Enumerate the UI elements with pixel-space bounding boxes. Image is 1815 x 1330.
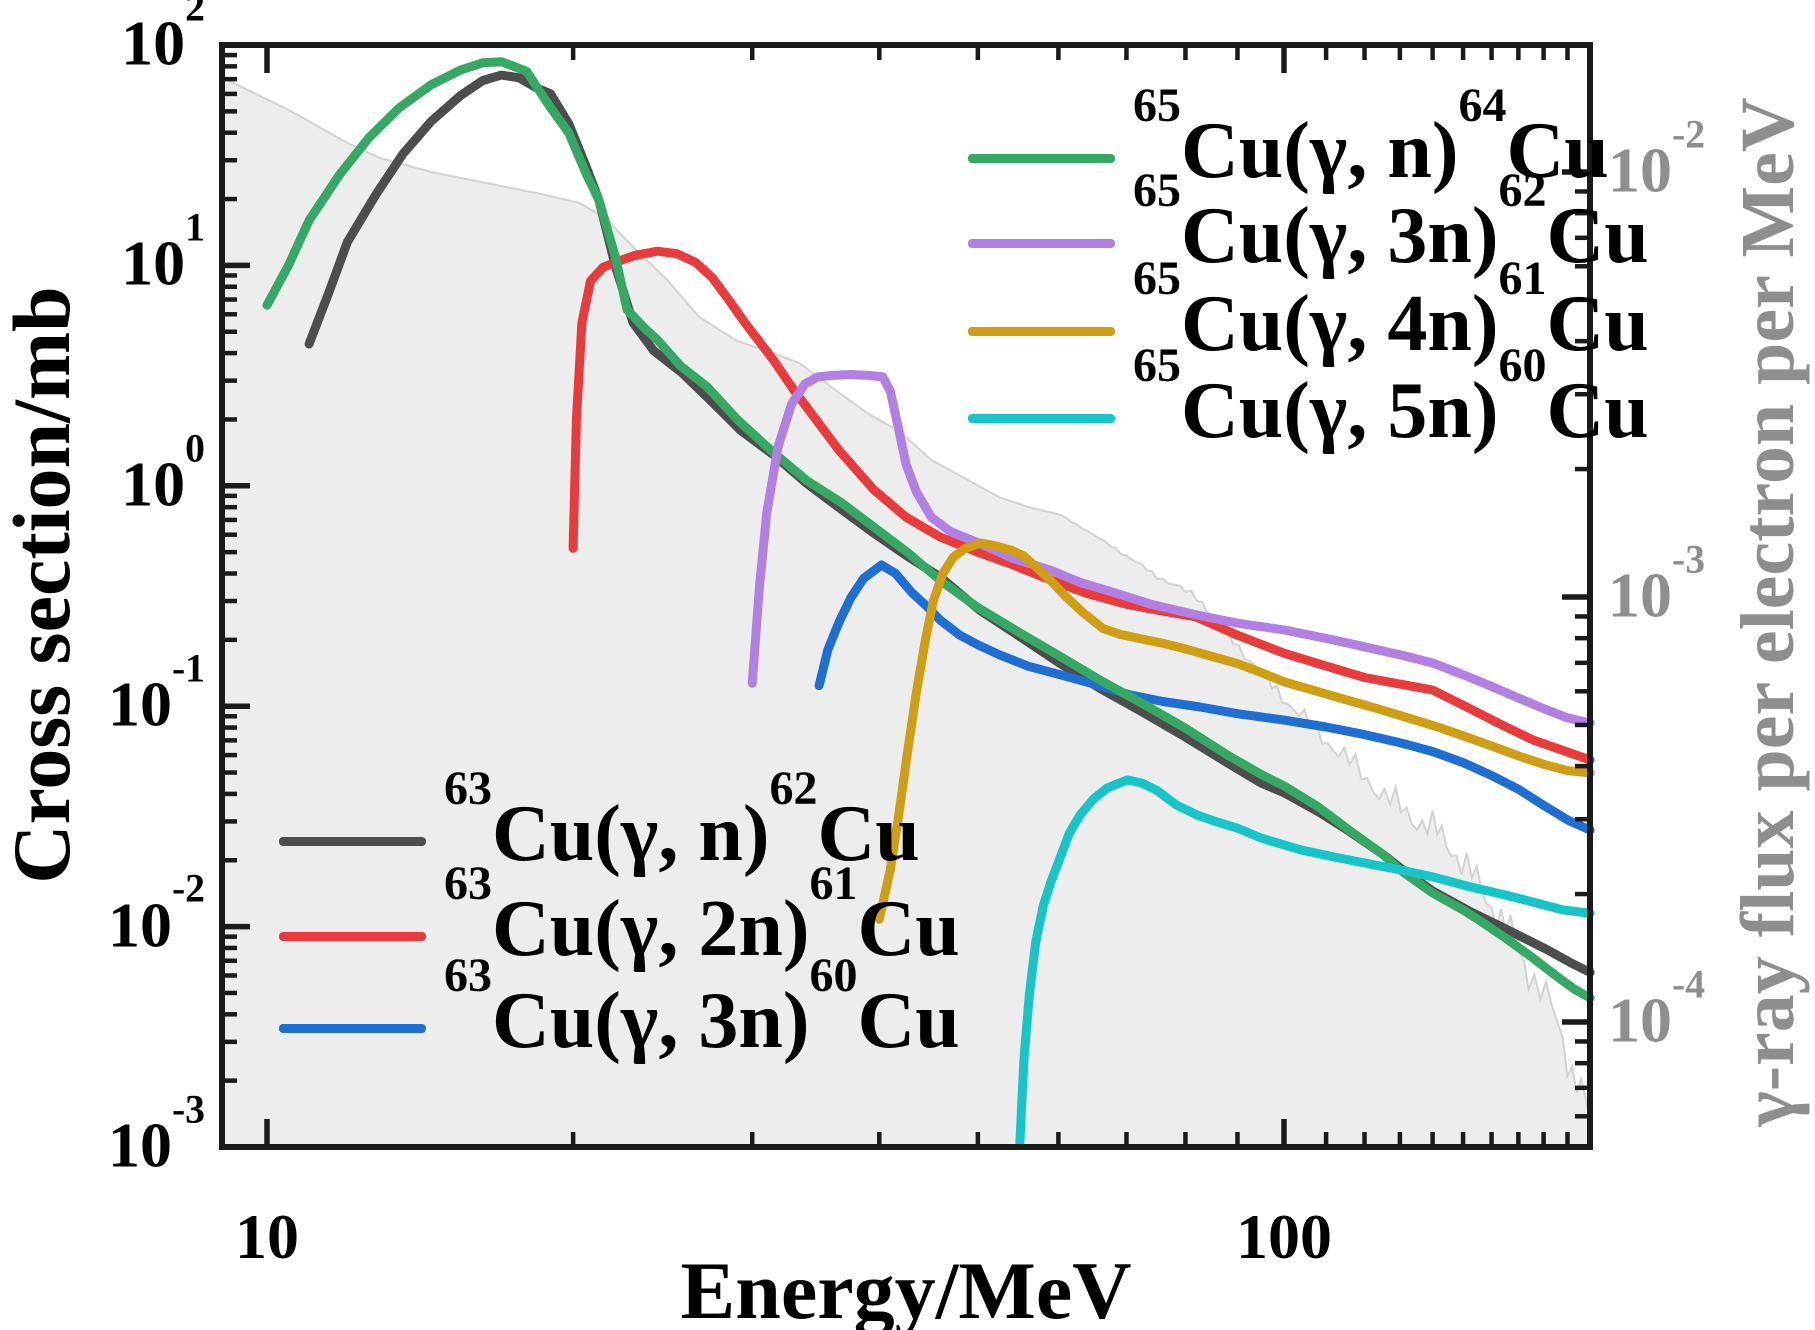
legend-label-cu65_g_3n: 65Cu(γ, 3n)62Cu	[1133, 163, 1649, 280]
legend-line-cu65_g_4n	[968, 327, 1115, 336]
curve-cu65_g_5n	[1015, 775, 1595, 1147]
y-left-tick-label-1e1: 101	[121, 205, 205, 300]
legend-item-cu65_g_3n: 65Cu(γ, 3n)62Cu	[968, 166, 1649, 276]
y-right-tick-label-1e-4: 10-4	[1608, 962, 1706, 1056]
flux-area-edge	[221, 76, 1592, 1121]
y-left-tick-label-1e-2: 10-2	[107, 867, 205, 961]
legend-line-cu65_g_5n	[968, 414, 1115, 423]
y-right-tick-label-1e-3: 10-3	[1608, 537, 1706, 631]
y-left-tick-label-1e0: 100	[121, 426, 205, 520]
legend-line-cu65_g_n	[968, 154, 1115, 163]
legend-item-cu65_g_5n: 65Cu(γ, 5n)60Cu	[968, 341, 1649, 451]
y-axis-title-left: Cross section/mb	[0, 286, 87, 884]
y-right-tick-label-1e-2: 10-2	[1608, 112, 1706, 206]
legend-label-cu63_g_3n: 63Cu(γ, 3n)60Cu	[444, 948, 960, 1065]
curve-cu65_g_4n	[874, 538, 1595, 924]
legend-line-cu63_g_3n	[279, 1024, 426, 1033]
legend-item-cu65_g_n: 65Cu(γ, n)64Cu	[968, 81, 1609, 191]
legend-line-cu63_g_2n	[279, 932, 426, 941]
curve-cu63_g_3n	[814, 560, 1595, 835]
y-axis-title-right: γ-ray flux per electron per MeV	[1726, 97, 1810, 1127]
y-left-tick-label-1e-1: 10-1	[107, 646, 205, 740]
flux-area	[221, 77, 1591, 1147]
legend-label-cu65_g_4n: 65Cu(γ, 4n)61Cu	[1133, 251, 1649, 368]
legend-label-cu65_g_5n: 65Cu(γ, 5n)60Cu	[1133, 338, 1649, 455]
y-left-tick-label-1e-3: 10-3	[107, 1087, 205, 1181]
legend-label-cu65_g_n: 65Cu(γ, n)64Cu	[1133, 78, 1609, 195]
x-axis-title: Energy/MeV	[680, 1245, 1132, 1330]
curve-cu65_g_3n	[747, 370, 1595, 728]
x-tick-label-10: 10	[235, 1201, 299, 1272]
legend-line-cu65_g_3n	[968, 239, 1115, 248]
legend-item-cu63_g_2n: 63Cu(γ, 2n)61Cu	[279, 859, 960, 969]
x-tick-label-100: 100	[1236, 1201, 1332, 1272]
legend-item-cu65_g_4n: 65Cu(γ, 4n)61Cu	[968, 254, 1649, 364]
legend-label-cu63_g_n: 63Cu(γ, n)62Cu	[444, 761, 920, 878]
legend-item-cu63_g_3n: 63Cu(γ, 3n)60Cu	[279, 951, 960, 1061]
legend-item-cu63_g_n: 63Cu(γ, n)62Cu	[279, 764, 920, 874]
legend-label-cu63_g_2n: 63Cu(γ, 2n)61Cu	[444, 856, 960, 973]
curve-cu63_g_2n	[568, 246, 1595, 765]
legend-line-cu63_g_n	[279, 837, 426, 846]
y-left-tick-label-1e2: 102	[121, 0, 205, 79]
